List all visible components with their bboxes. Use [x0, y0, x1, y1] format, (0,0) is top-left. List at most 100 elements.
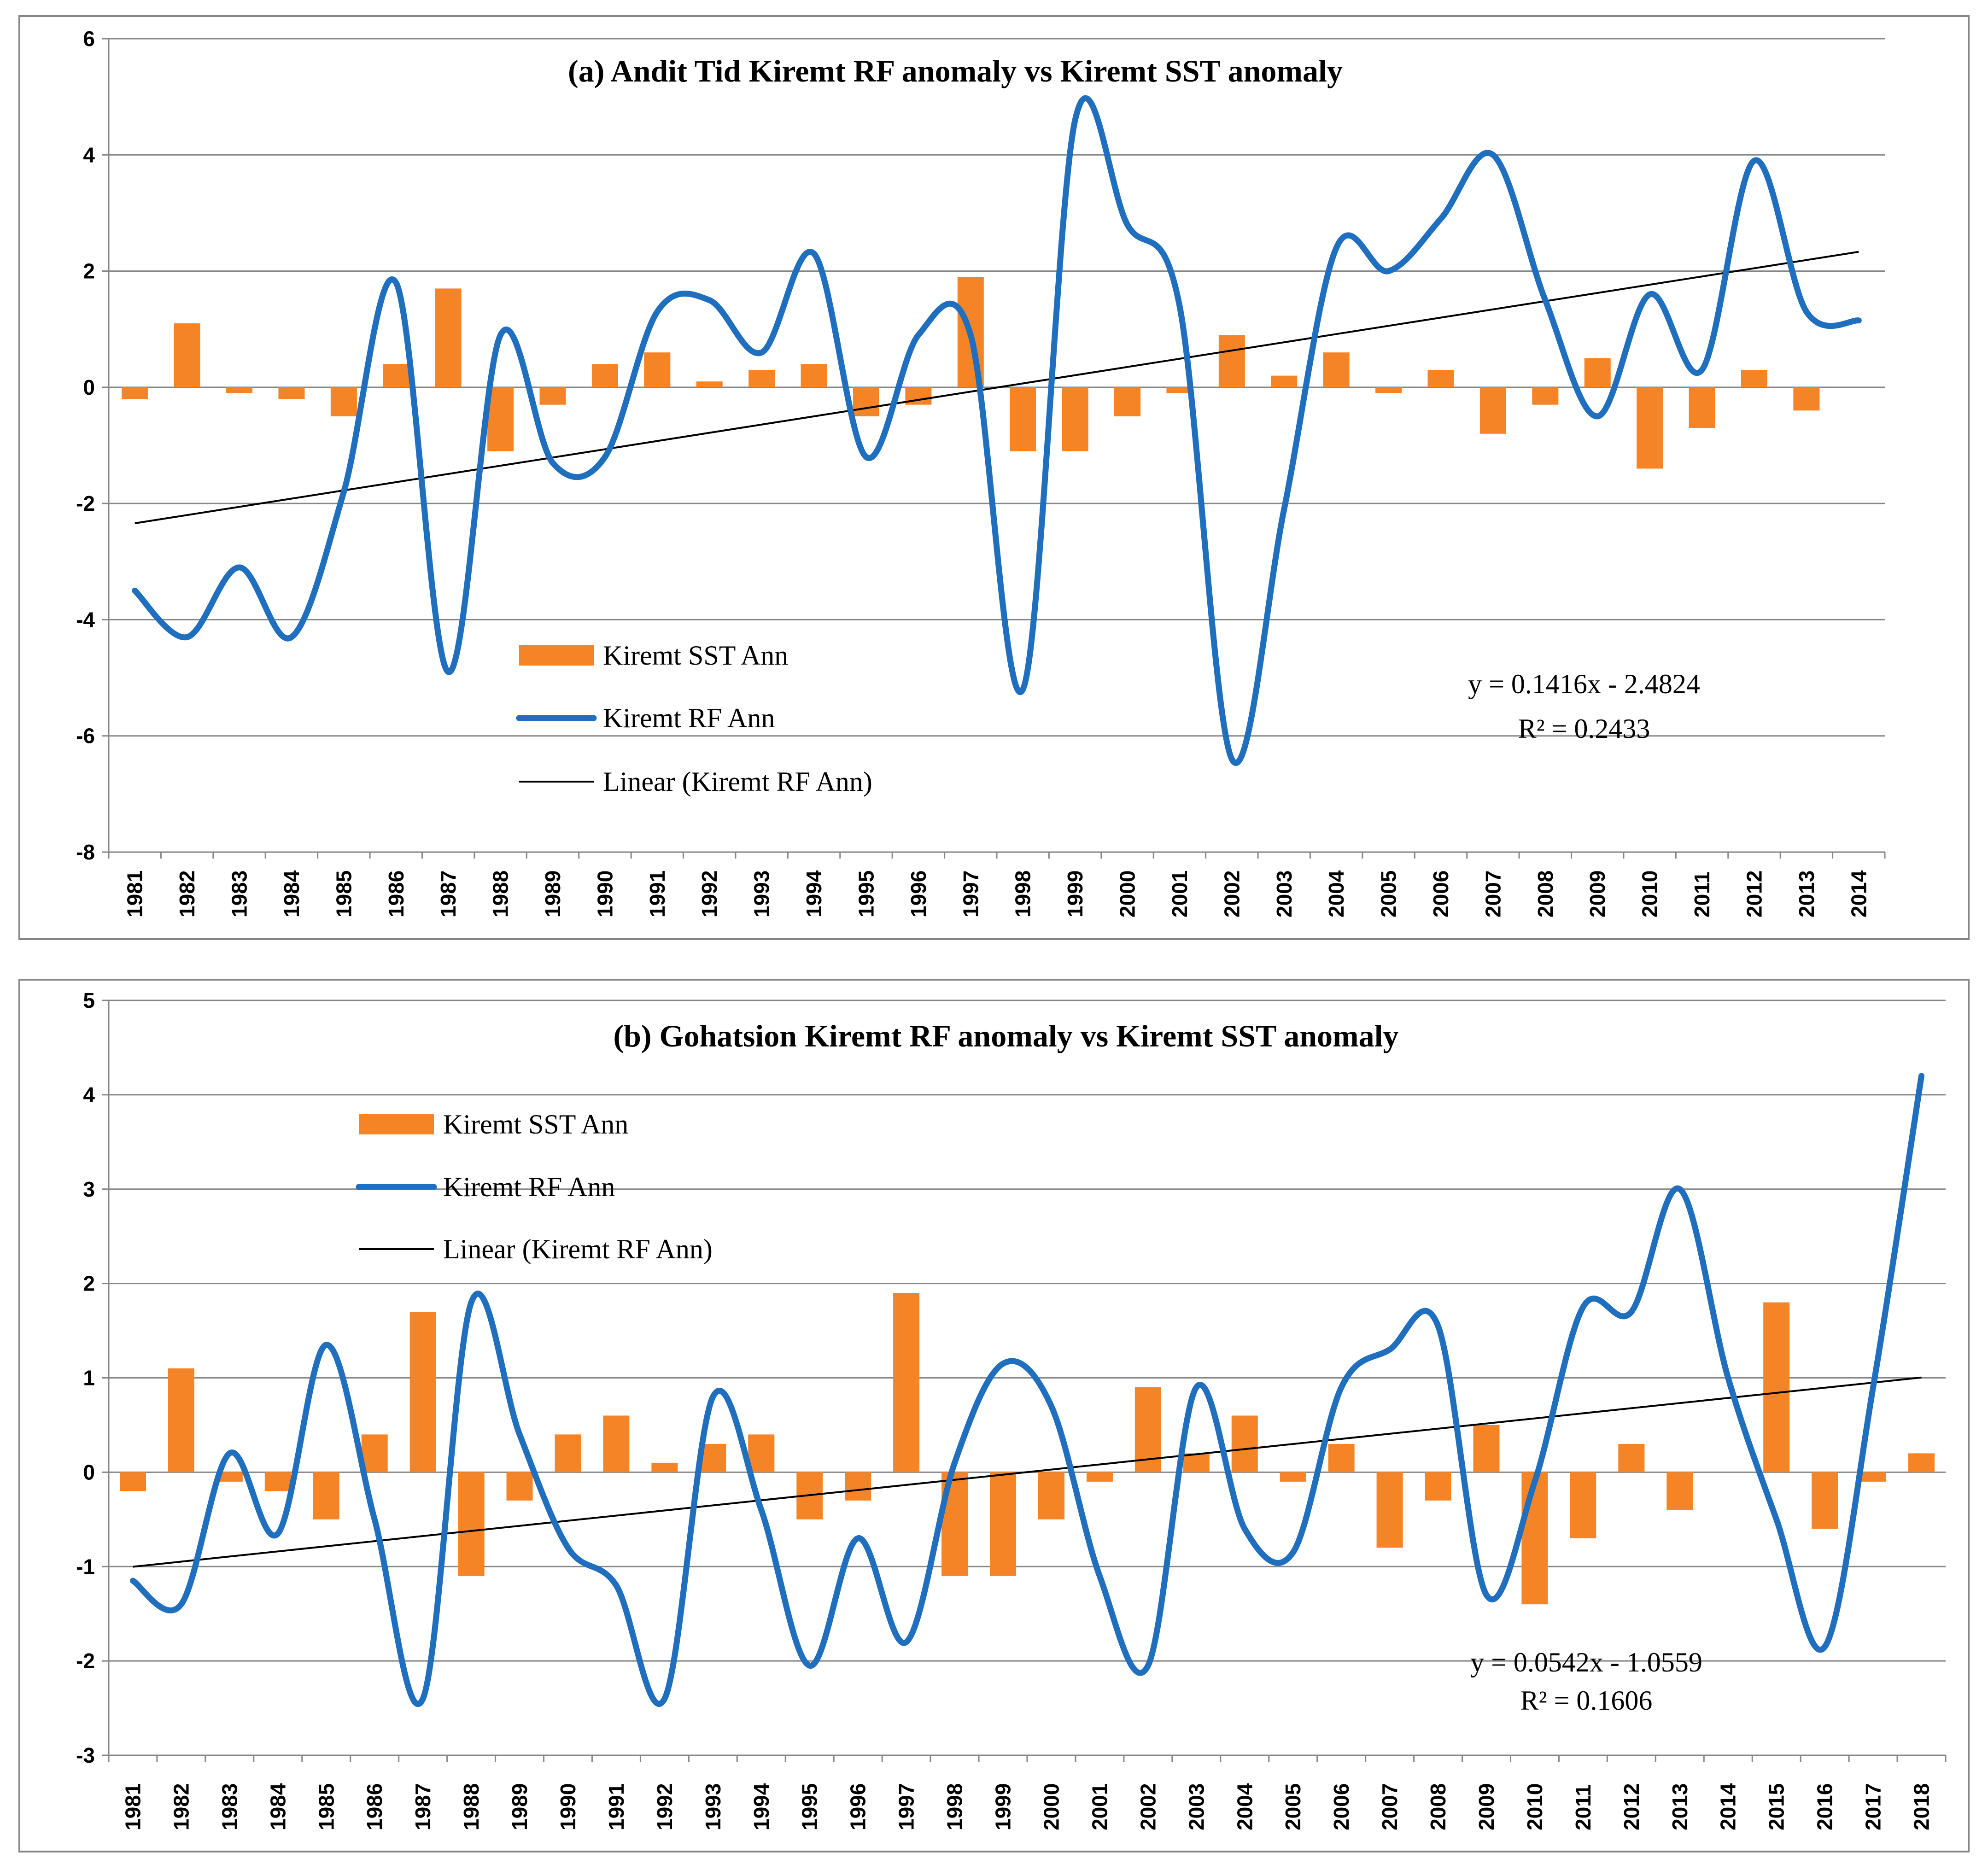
x-tick-label-1984: 1984 — [280, 870, 304, 917]
sst-bar-1983 — [216, 1472, 243, 1482]
x-tick-label-2006: 2006 — [1429, 871, 1453, 917]
x-tick-label-1983: 1983 — [228, 871, 251, 917]
sst-bar-2007 — [1479, 387, 1506, 434]
x-tick-label-1985: 1985 — [332, 871, 356, 917]
x-tick-label-1983: 1983 — [217, 1783, 241, 1830]
x-tick-label-2008: 2008 — [1533, 871, 1557, 917]
x-tick-label-2016: 2016 — [1813, 1783, 1837, 1830]
sst-bar-2012 — [1741, 370, 1767, 387]
x-tick-label-2010: 2010 — [1523, 1783, 1547, 1830]
x-tick-label-1989: 1989 — [541, 871, 565, 917]
sst-bar-2000 — [1038, 1472, 1064, 1519]
x-tick-label-2007: 2007 — [1378, 1783, 1402, 1830]
sst-bar-2002 — [1218, 335, 1245, 387]
x-tick-label-1981: 1981 — [123, 871, 147, 917]
sst-bar-2000 — [1114, 387, 1141, 416]
x-tick-label-1992: 1992 — [653, 1783, 677, 1830]
sst-bar-1989 — [539, 387, 566, 405]
legend-label-2: Linear (Kiremt RF Ann) — [443, 1234, 713, 1264]
x-tick-label-1998: 1998 — [943, 1783, 967, 1830]
x-tick-label-2001: 2001 — [1088, 1783, 1111, 1830]
sst-bar-1990 — [555, 1434, 581, 1473]
x-tick-label-2000: 2000 — [1116, 871, 1140, 917]
sst-bar-2018 — [1908, 1453, 1935, 1473]
x-tick-label-1982: 1982 — [175, 871, 199, 917]
legend-swatch-sst — [359, 1114, 434, 1134]
x-tick-label-2015: 2015 — [1765, 1783, 1789, 1830]
sst-bar-1983 — [226, 387, 253, 393]
chart-title: (a) Andit Tid Kiremt RF anomaly vs Kirem… — [568, 53, 1343, 88]
sst-bar-2003 — [1271, 375, 1298, 387]
sst-bar-2008 — [1425, 1472, 1451, 1501]
sst-bar-2001 — [1086, 1472, 1113, 1482]
sst-bar-1987 — [409, 1312, 436, 1473]
sst-bar-2011 — [1570, 1472, 1596, 1538]
x-tick-label-2000: 2000 — [1039, 1783, 1063, 1830]
x-tick-label-1988: 1988 — [459, 1783, 483, 1830]
x-tick-label-1984: 1984 — [266, 1783, 290, 1830]
sst-bar-2015 — [1763, 1302, 1790, 1473]
x-tick-label-2018: 2018 — [1910, 1783, 1934, 1830]
x-tick-label-2011: 2011 — [1571, 1784, 1595, 1830]
sst-bar-2010 — [1521, 1472, 1548, 1605]
sst-bar-1989 — [506, 1472, 533, 1501]
chart-panel-b: 5 4 3 2 1 0 -1 -2 -3 1981 1982 1983 1984 1985 1986 1987… — [18, 979, 1970, 1852]
sst-bar-1988 — [487, 387, 514, 451]
sst-bar-2005 — [1375, 387, 1402, 393]
x-tick-label-2004: 2004 — [1233, 1783, 1257, 1830]
chart-panel-a: 6 4 2 0 -2 -4 -6 -8 1981 1982 1983 1984 1985 1986 1987… — [18, 15, 1970, 940]
x-tick-label-2001: 2001 — [1168, 871, 1192, 917]
sst-bar-1999 — [990, 1472, 1017, 1576]
y-tick-label--1: -1 — [76, 1554, 95, 1578]
x-tick-label-2005: 2005 — [1281, 1783, 1305, 1830]
x-tick-label-2003: 2003 — [1184, 1783, 1208, 1830]
regression-equation: y = 0.1416x - 2.4824 — [1468, 669, 1700, 699]
sst-bar-1999 — [1062, 387, 1088, 451]
sst-bar-1986 — [383, 364, 409, 387]
y-tick-label--8: -8 — [76, 840, 95, 864]
x-tick-label-1996: 1996 — [906, 871, 930, 917]
sst-bar-1984 — [278, 387, 305, 399]
x-tick-label-1997: 1997 — [959, 871, 982, 917]
sst-bar-1992 — [696, 381, 723, 387]
y-tick-label--4: -4 — [76, 608, 95, 631]
sst-bar-1997 — [893, 1293, 920, 1473]
sst-bar-2005 — [1280, 1472, 1306, 1482]
sst-bar-1981 — [122, 387, 148, 399]
sst-bar-1982 — [174, 323, 200, 387]
x-tick-label-2009: 2009 — [1585, 871, 1609, 917]
x-tick-label-1985: 1985 — [314, 1783, 338, 1830]
sst-bar-2013 — [1793, 387, 1820, 411]
sst-bar-2013 — [1666, 1472, 1693, 1510]
x-tick-label-1990: 1990 — [556, 1783, 580, 1830]
x-tick-label-1995: 1995 — [798, 1783, 822, 1830]
chart-b-svg: 5 4 3 2 1 0 -1 -2 -3 1981 1982 1983 1984 1985 1986 1987… — [76, 988, 1947, 1830]
x-tick-label-2002: 2002 — [1136, 1783, 1160, 1830]
sst-bar-2006 — [1427, 370, 1454, 387]
sst-bar-1993 — [748, 370, 775, 387]
x-tick-label-1993: 1993 — [750, 871, 774, 917]
sst-bar-2006 — [1328, 1443, 1355, 1473]
x-tick-label-2009: 2009 — [1474, 1783, 1498, 1830]
x-tick-label-1996: 1996 — [846, 1783, 870, 1830]
y-tick-label-2: 2 — [83, 259, 95, 283]
chart-a-svg: 6 4 2 0 -2 -4 -6 -8 1981 1982 1983 1984 1985 1986 1987… — [76, 27, 1886, 917]
sst-bar-2004 — [1231, 1415, 1258, 1473]
sst-bar-2011 — [1689, 387, 1715, 428]
x-tick-label-1998: 1998 — [1011, 871, 1035, 917]
legend-label-0: Kiremt SST Ann — [603, 640, 788, 671]
sst-bar-2016 — [1812, 1472, 1838, 1529]
x-tick-label-2007: 2007 — [1481, 871, 1505, 917]
rf-series-line — [132, 95, 1862, 766]
sst-bar-2009 — [1473, 1425, 1500, 1473]
y-tick-label--3: -3 — [76, 1743, 95, 1767]
sst-bar-1994 — [801, 364, 827, 387]
regression-equation: y = 0.0542x - 1.0559 — [1470, 1647, 1702, 1677]
x-tick-label-2008: 2008 — [1426, 1783, 1450, 1830]
legend-label-1: Kiremt RF Ann — [603, 703, 775, 733]
sst-bar-2012 — [1618, 1443, 1645, 1473]
x-tick-label-2002: 2002 — [1220, 871, 1244, 917]
x-tick-label-1987: 1987 — [411, 1783, 435, 1830]
y-tick-label--2: -2 — [76, 491, 95, 515]
x-tick-label-1987: 1987 — [436, 871, 460, 917]
